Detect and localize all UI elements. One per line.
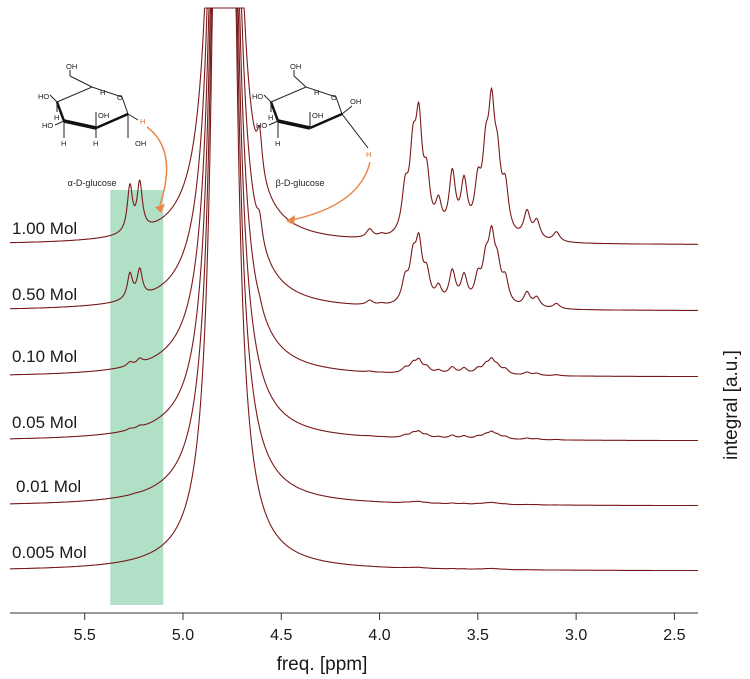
spectrum-line [10,7,698,311]
series-label: 1.00 Mol [12,219,77,238]
x-tick-label: 3.5 [467,627,489,644]
x-tick-label: 4.5 [270,627,292,644]
spectrum-line [10,7,699,507]
svg-text:H: H [61,139,66,148]
svg-text:H: H [100,88,105,97]
svg-text:OH: OH [290,62,301,71]
svg-text:HO: HO [38,92,49,101]
alpha-glucose-structure: OH HO HO H H OH H H O OH H α-D-glucose [38,62,168,213]
svg-text:O: O [117,93,123,102]
svg-text:H: H [268,113,273,122]
svg-text:OH: OH [135,139,146,148]
svg-text:HO: HO [42,121,53,130]
svg-text:OH: OH [66,62,77,71]
x-tick-label: 2.5 [663,627,685,644]
svg-text:H: H [275,139,280,148]
x-tick-label: 3.0 [565,627,587,644]
spectrum-line [10,7,698,572]
x-axis-ticks: 5.5 5.0 4.5 4.0 3.5 3.0 2.5 [74,613,686,644]
svg-text:OH: OH [98,111,109,120]
spectrum-line [10,7,698,442]
y-axis-label: integral [a.u.] [721,350,742,460]
series-label: 0.10 Mol [12,347,77,366]
svg-text:OH: OH [312,111,323,120]
beta-glucose-structure: OH HO HO H H OH H O OH H β-D-glucose [252,62,371,225]
series-label: 0.005 Mol [12,543,87,562]
x-tick-label: 4.0 [368,627,390,644]
series-label: 0.50 Mol [12,285,77,304]
beta-glucose-label: β-D-glucose [276,178,325,188]
svg-text:H: H [366,150,371,159]
svg-text:H: H [140,117,145,126]
x-tick-label: 5.0 [172,627,194,644]
svg-text:OH: OH [350,97,361,106]
svg-text:H: H [314,88,319,97]
x-axis-label: freq. [ppm] [277,654,368,675]
alpha-highlight-region [110,190,164,605]
spectra-group [10,7,699,572]
svg-text:H: H [54,113,59,122]
concentration-labels: 1.00 Mol 0.50 Mol 0.10 Mol 0.05 Mol 0.01 Mol… [12,219,87,562]
x-tick-label: 5.5 [74,627,96,644]
svg-text:H: H [93,139,98,148]
series-label: 0.01 Mol [16,477,81,496]
svg-text:HO: HO [252,92,263,101]
spectrum-line [10,7,698,245]
spectrum-line [10,7,698,378]
svg-text:O: O [331,93,337,102]
series-label: 0.05 Mol [12,413,77,432]
alpha-glucose-label: α-D-glucose [68,178,117,188]
svg-text:HO: HO [256,121,267,130]
